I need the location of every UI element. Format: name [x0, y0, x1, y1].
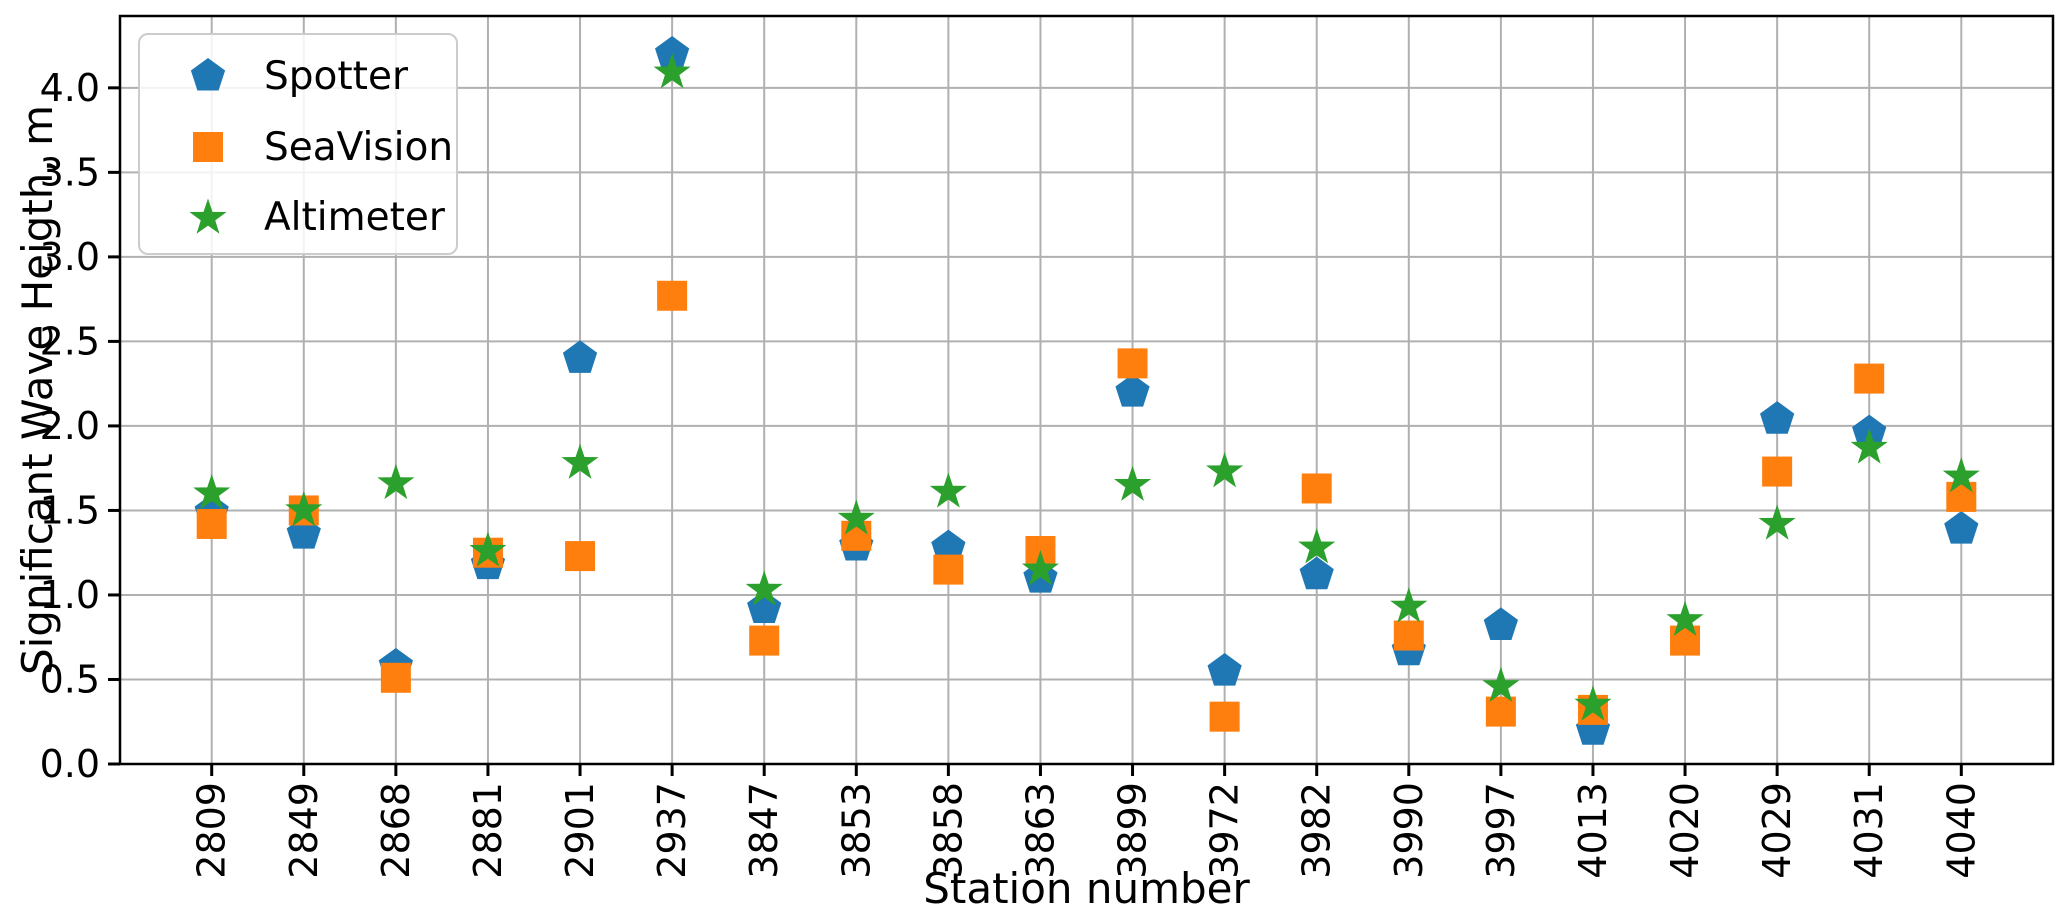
point-seavision-4040 — [1946, 481, 1977, 512]
point-seavision-3982 — [1301, 473, 1332, 504]
legend-label-seavision: SeaVision — [264, 124, 454, 170]
point-altimeter-3853 — [837, 499, 875, 535]
x-tick-label-4040: 4040 — [1939, 782, 1983, 879]
x-tick-label-4031: 4031 — [1847, 782, 1891, 879]
legend-item-seavision: SeaVision — [186, 112, 456, 183]
y-tick-label-1.0: 1.0 — [40, 573, 100, 617]
point-altimeter-4040 — [1942, 457, 1980, 493]
point-altimeter-4031 — [1850, 428, 1888, 464]
point-altimeter-3990 — [1390, 587, 1428, 623]
point-altimeter-3972 — [1206, 452, 1244, 488]
x-tick-label-3972: 3972 — [1203, 782, 1247, 879]
y-tick-label-2.0: 2.0 — [40, 404, 100, 448]
point-altimeter-4020 — [1666, 600, 1704, 637]
square-glyph — [193, 132, 223, 162]
point-altimeter-3858 — [929, 472, 967, 508]
point-altimeter-2849 — [285, 490, 323, 527]
point-spotter-4040 — [1944, 511, 1979, 544]
point-altimeter-2809 — [193, 474, 231, 510]
point-seavision-2901 — [565, 541, 596, 572]
x-tick-label-4013: 4013 — [1571, 782, 1615, 879]
x-tick-label-3982: 3982 — [1295, 782, 1339, 879]
point-spotter-3997 — [1483, 607, 1518, 640]
series-altimeter — [193, 53, 1980, 721]
x-tick-label-3990: 3990 — [1387, 782, 1431, 879]
point-seavision-4020 — [1670, 625, 1701, 656]
point-seavision-4031 — [1854, 363, 1885, 394]
point-spotter-4029 — [1760, 401, 1795, 434]
y-tick-label-3.0: 3.0 — [40, 235, 100, 279]
point-spotter-3899 — [1115, 374, 1150, 407]
x-tick-label-4029: 4029 — [1755, 782, 1799, 879]
pentagon-marker-icon — [190, 58, 226, 91]
point-spotter-3982 — [1299, 556, 1334, 590]
x-tick-label-2809: 2809 — [190, 782, 234, 879]
square-marker-icon — [193, 132, 223, 162]
point-seavision-3990 — [1393, 620, 1424, 651]
point-altimeter-2901 — [561, 443, 599, 479]
y-tick-label-1.5: 1.5 — [40, 488, 100, 532]
point-altimeter-4029 — [1758, 504, 1796, 540]
y-tick-label-4.0: 4.0 — [40, 66, 100, 110]
point-seavision-2937 — [657, 280, 688, 311]
x-tick-label-3858: 3858 — [926, 782, 970, 879]
point-altimeter-3863 — [1021, 550, 1059, 586]
legend-label-altimeter: Altimeter — [264, 195, 445, 241]
tick-marks — [108, 86, 1963, 776]
point-altimeter-2937 — [653, 53, 691, 89]
point-spotter-3972 — [1207, 653, 1242, 686]
x-tick-label-3899: 3899 — [1111, 782, 1155, 879]
y-axis-label: Significant Wave Heigth, m — [13, 105, 62, 675]
point-altimeter-2868 — [377, 463, 415, 500]
star-marker-icon — [189, 198, 227, 234]
x-tick-label-3853: 3853 — [834, 782, 878, 879]
pentagon-glyph — [190, 58, 226, 91]
point-seavision-3858 — [933, 554, 964, 585]
point-seavision-3972 — [1209, 701, 1240, 732]
x-tick-label-2868: 2868 — [374, 782, 418, 879]
plot-border — [118, 14, 2055, 766]
legend: Spotter SeaVision Altimeter — [138, 33, 458, 255]
y-tick-label-2.5: 2.5 — [40, 319, 100, 363]
x-tick-label-3997: 3997 — [1479, 782, 1523, 879]
x-tick-label-3847: 3847 — [742, 782, 786, 879]
point-altimeter-3847 — [745, 570, 783, 606]
point-seavision-3997 — [1485, 696, 1516, 727]
y-tick-label-0.5: 0.5 — [40, 657, 100, 701]
point-altimeter-2881 — [469, 531, 507, 567]
x-tick-label-2901: 2901 — [558, 782, 602, 879]
point-seavision-3899 — [1117, 348, 1148, 379]
x-tick-label-2881: 2881 — [466, 782, 510, 879]
x-tick-label-3863: 3863 — [1018, 782, 1062, 879]
star-glyph — [189, 198, 227, 234]
point-spotter-3858 — [931, 529, 966, 563]
series-seavision — [196, 280, 1977, 732]
x-axis-label: Station number — [923, 864, 1250, 913]
point-seavision-2868 — [380, 662, 411, 693]
point-altimeter-3899 — [1114, 465, 1152, 501]
tick-labels: 0.0 0.5 1.0 1.5 2.0 2.5 3.0 3.5 4.0 2809 2849 2868 2… — [40, 66, 1984, 879]
point-altimeter-3982 — [1298, 528, 1336, 564]
point-spotter-2937 — [655, 36, 690, 69]
x-tick-label-2849: 2849 — [282, 782, 326, 879]
legend-label-spotter: Spotter — [264, 53, 408, 99]
point-seavision-3847 — [749, 625, 780, 656]
y-tick-label-0.0: 0.0 — [40, 742, 100, 786]
legend-item-altimeter: Altimeter — [186, 182, 456, 253]
series-spotter — [194, 36, 1979, 745]
point-seavision-2809 — [196, 508, 227, 539]
point-altimeter-3997 — [1482, 666, 1520, 703]
legend-item-spotter: Spotter — [186, 41, 456, 112]
point-seavision-4029 — [1762, 456, 1793, 487]
y-tick-label-3.5: 3.5 — [40, 150, 100, 194]
point-altimeter-4013 — [1574, 685, 1612, 721]
x-tick-label-2937: 2937 — [650, 782, 694, 879]
point-spotter-2901 — [562, 340, 598, 373]
x-tick-label-4020: 4020 — [1663, 782, 1707, 879]
